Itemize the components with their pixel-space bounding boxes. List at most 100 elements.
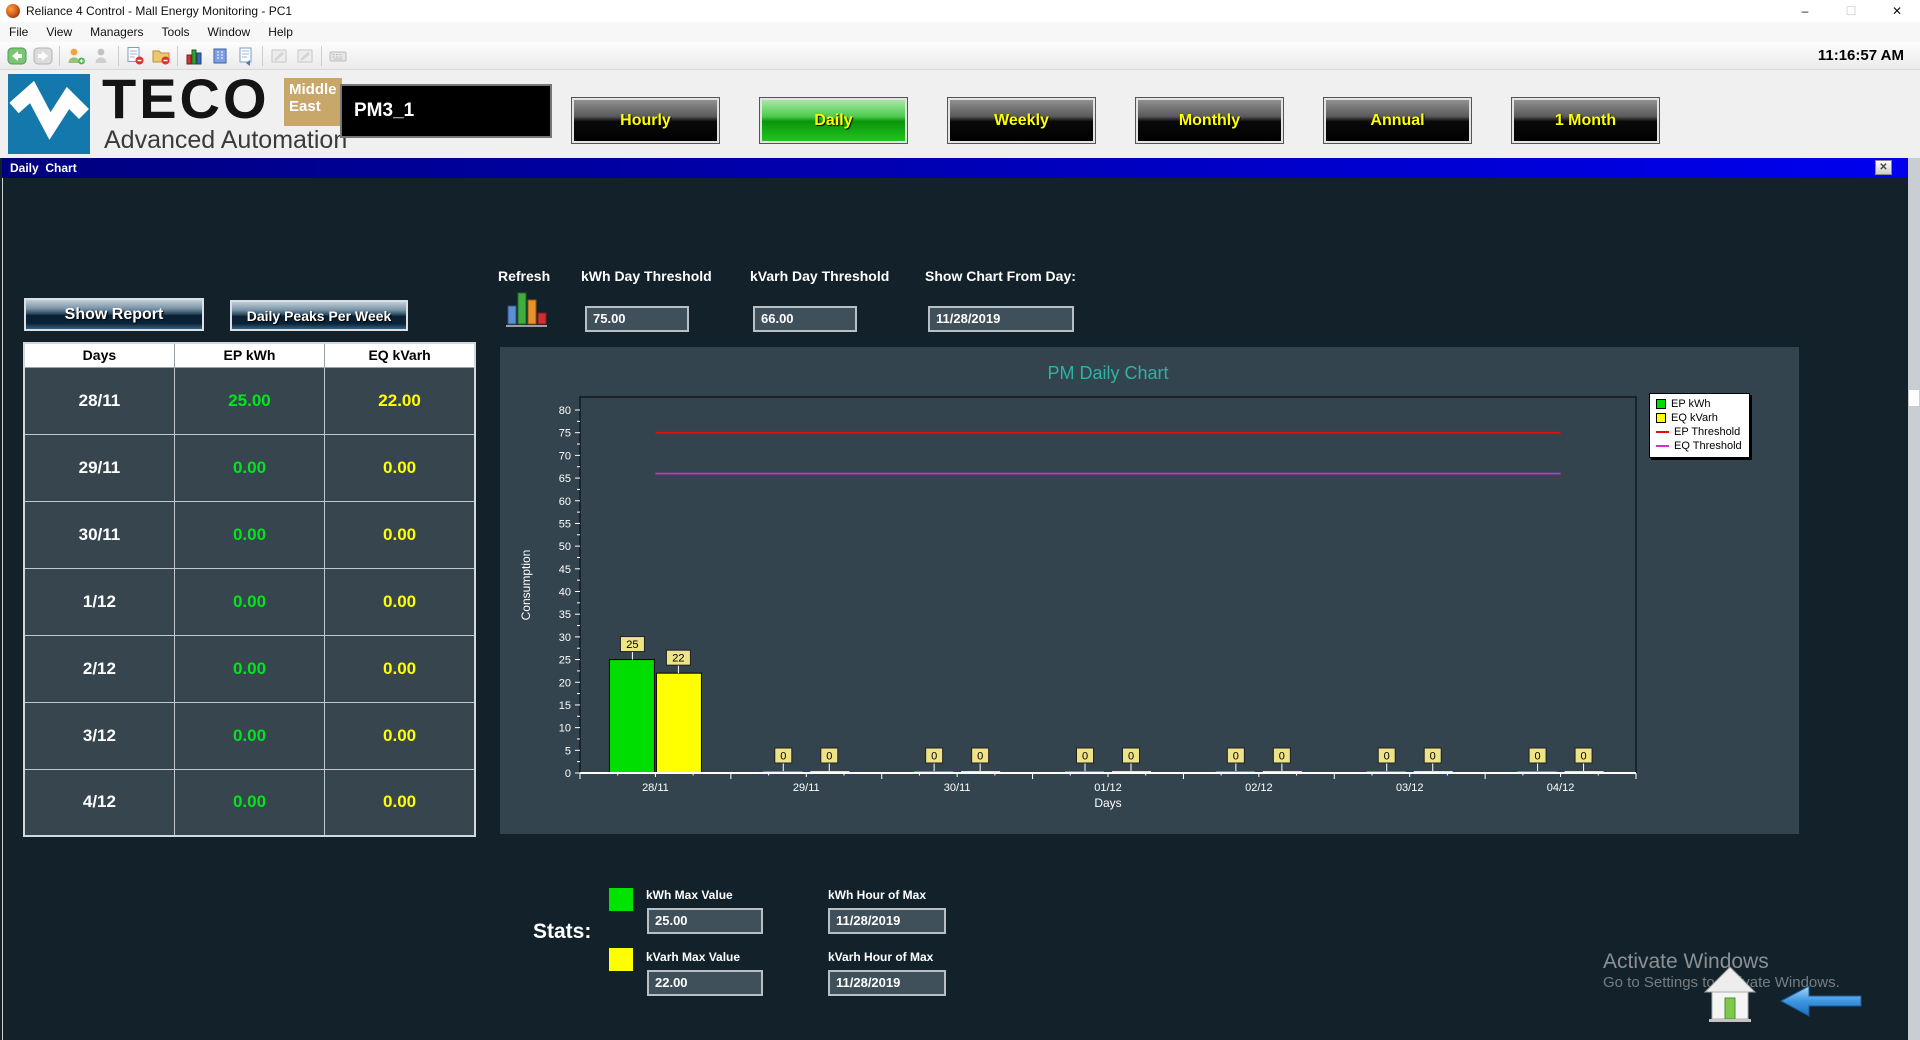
menu-managers[interactable]: Managers bbox=[90, 25, 144, 39]
device-id-field[interactable]: PM3_1 bbox=[340, 84, 552, 138]
sign-icon-disabled bbox=[266, 44, 292, 68]
window-controls: – ☐ ✕ bbox=[1782, 0, 1920, 22]
user-remove-icon[interactable] bbox=[89, 44, 115, 68]
svg-text:01/12: 01/12 bbox=[1094, 782, 1122, 794]
table-header-row: Days EP kWh EQ kVarh bbox=[23, 342, 476, 368]
table-cell: 3/12 bbox=[23, 701, 175, 770]
table-cell: 29/11 bbox=[23, 433, 175, 502]
col-days: Days bbox=[23, 342, 175, 368]
refresh-label: Refresh bbox=[498, 268, 551, 284]
svg-text:65: 65 bbox=[559, 473, 571, 485]
table-cell: 0.00 bbox=[324, 500, 476, 569]
col-eq-kvarh: EQ kVarh bbox=[324, 342, 476, 368]
subwindow-titlebar: Daily Chart ✕ bbox=[2, 158, 1908, 178]
menu-help[interactable]: Help bbox=[268, 25, 293, 39]
table-cell: 4/12 bbox=[23, 768, 175, 837]
svg-text:0: 0 bbox=[565, 768, 571, 780]
bar-chart-icon[interactable] bbox=[181, 44, 207, 68]
svg-text:25: 25 bbox=[626, 639, 638, 651]
kvarh-hour-input[interactable]: 11/28/2019 bbox=[828, 970, 946, 996]
table-cell: 22.00 bbox=[324, 366, 476, 435]
stats-label: Stats: bbox=[533, 920, 592, 943]
maximize-button[interactable]: ☐ bbox=[1845, 4, 1857, 18]
svg-text:0: 0 bbox=[1082, 751, 1088, 763]
kwh-threshold-input[interactable]: 75.00 bbox=[585, 306, 689, 332]
kvarh-threshold-label: kVarh Day Threshold bbox=[750, 268, 890, 284]
close-button[interactable]: ✕ bbox=[1891, 4, 1903, 18]
svg-text:35: 35 bbox=[559, 609, 571, 621]
table-cell: 0.00 bbox=[173, 701, 326, 770]
svg-text:30/11: 30/11 bbox=[944, 782, 971, 794]
svg-text:70: 70 bbox=[559, 450, 571, 462]
document-export-icon[interactable] bbox=[233, 44, 259, 68]
teco-logo-icon bbox=[8, 74, 90, 154]
folder-stop-icon[interactable] bbox=[148, 44, 174, 68]
toolbar-separator bbox=[59, 45, 60, 66]
toolbar-separator bbox=[262, 45, 263, 66]
table-cell: 0.00 bbox=[173, 768, 326, 837]
forward-icon[interactable] bbox=[30, 44, 56, 68]
period-button-1month[interactable]: 1 Month bbox=[1512, 98, 1659, 143]
period-button-hourly[interactable]: Hourly bbox=[572, 98, 719, 143]
back-icon[interactable] bbox=[4, 44, 30, 68]
table-row: 30/11 0.00 0.00 bbox=[23, 500, 476, 569]
daily-chart: PM Daily Chart 0 5 10 15 20 25 30 35 40 45 50 55 60 65… bbox=[519, 363, 1637, 810]
legend-item: EQ Threshold bbox=[1656, 439, 1742, 453]
period-button-monthly[interactable]: Monthly bbox=[1136, 98, 1283, 143]
svg-text:0: 0 bbox=[1279, 751, 1285, 763]
app-icon bbox=[6, 4, 20, 18]
table-cell: 2/12 bbox=[23, 634, 175, 703]
svg-text:0: 0 bbox=[1581, 751, 1587, 763]
col-ep-kwh: EP kWh bbox=[173, 342, 326, 368]
period-button-annual[interactable]: Annual bbox=[1324, 98, 1471, 143]
from-day-input[interactable]: 11/28/2019 bbox=[928, 306, 1074, 332]
daily-peaks-button[interactable]: Daily Peaks Per Week bbox=[230, 300, 408, 331]
document-stop-icon[interactable] bbox=[122, 44, 148, 68]
legend-item: EP kWh bbox=[1656, 397, 1742, 411]
kwh-max-input[interactable]: 25.00 bbox=[647, 908, 763, 934]
kvarh-hour-label: kVarh Hour of Max bbox=[828, 950, 934, 964]
legend-item: EP Threshold bbox=[1656, 425, 1742, 439]
toolbar-separator bbox=[118, 45, 119, 66]
keyboard-icon-disabled bbox=[325, 44, 351, 68]
svg-text:0: 0 bbox=[931, 751, 937, 763]
refresh-chart-icon[interactable] bbox=[503, 286, 549, 332]
kvarh-max-input[interactable]: 22.00 bbox=[647, 970, 763, 996]
scrollbar-thumb[interactable] bbox=[1909, 390, 1919, 406]
svg-text:03/12: 03/12 bbox=[1396, 782, 1424, 794]
right-scrollbar[interactable] bbox=[1908, 158, 1920, 1040]
period-button-daily[interactable]: Daily bbox=[760, 98, 907, 143]
menu-tools[interactable]: Tools bbox=[161, 25, 190, 39]
svg-text:0: 0 bbox=[1430, 751, 1436, 763]
user-add-icon[interactable] bbox=[63, 44, 89, 68]
table-row: 3/12 0.00 0.00 bbox=[23, 701, 476, 770]
chart-panel: PM Daily Chart 0 5 10 15 20 25 30 35 40 45 50 55 60 65… bbox=[500, 347, 1799, 834]
svg-text:30: 30 bbox=[559, 632, 571, 644]
kvarh-max-label: kVarh Max Value bbox=[646, 950, 741, 964]
kvarh-threshold-input[interactable]: 66.00 bbox=[753, 306, 857, 332]
menu-view[interactable]: View bbox=[46, 25, 73, 39]
toolbar: 11:16:57 AM bbox=[0, 42, 1920, 70]
table-row: 2/12 0.00 0.00 bbox=[23, 634, 476, 703]
menu-window[interactable]: Window bbox=[207, 25, 251, 39]
chart-legend: EP kWh EQ kVarh EP Threshold EQ Threshold bbox=[1649, 393, 1750, 458]
table-row: 29/11 0.00 0.00 bbox=[23, 433, 476, 502]
kwh-hour-input[interactable]: 11/28/2019 bbox=[828, 908, 946, 934]
home-icon[interactable] bbox=[1703, 964, 1757, 1024]
svg-text:55: 55 bbox=[559, 518, 571, 530]
svg-text:PM Daily Chart: PM Daily Chart bbox=[1047, 363, 1168, 383]
menu-file[interactable]: File bbox=[9, 25, 29, 39]
show-report-button[interactable]: Show Report bbox=[24, 298, 204, 331]
subwindow-close-icon[interactable]: ✕ bbox=[1875, 160, 1892, 175]
table-cell: 1/12 bbox=[23, 567, 175, 636]
svg-text:60: 60 bbox=[559, 496, 571, 508]
svg-text:25: 25 bbox=[559, 655, 571, 667]
minimize-button[interactable]: – bbox=[1801, 4, 1809, 18]
period-button-weekly[interactable]: Weekly bbox=[948, 98, 1095, 143]
building-report-icon[interactable] bbox=[207, 44, 233, 68]
table-row: 1/12 0.00 0.00 bbox=[23, 567, 476, 636]
svg-text:28/11: 28/11 bbox=[642, 782, 669, 794]
table-cell: 0.00 bbox=[173, 567, 326, 636]
navigate-back-arrow-icon[interactable] bbox=[1778, 984, 1864, 1018]
